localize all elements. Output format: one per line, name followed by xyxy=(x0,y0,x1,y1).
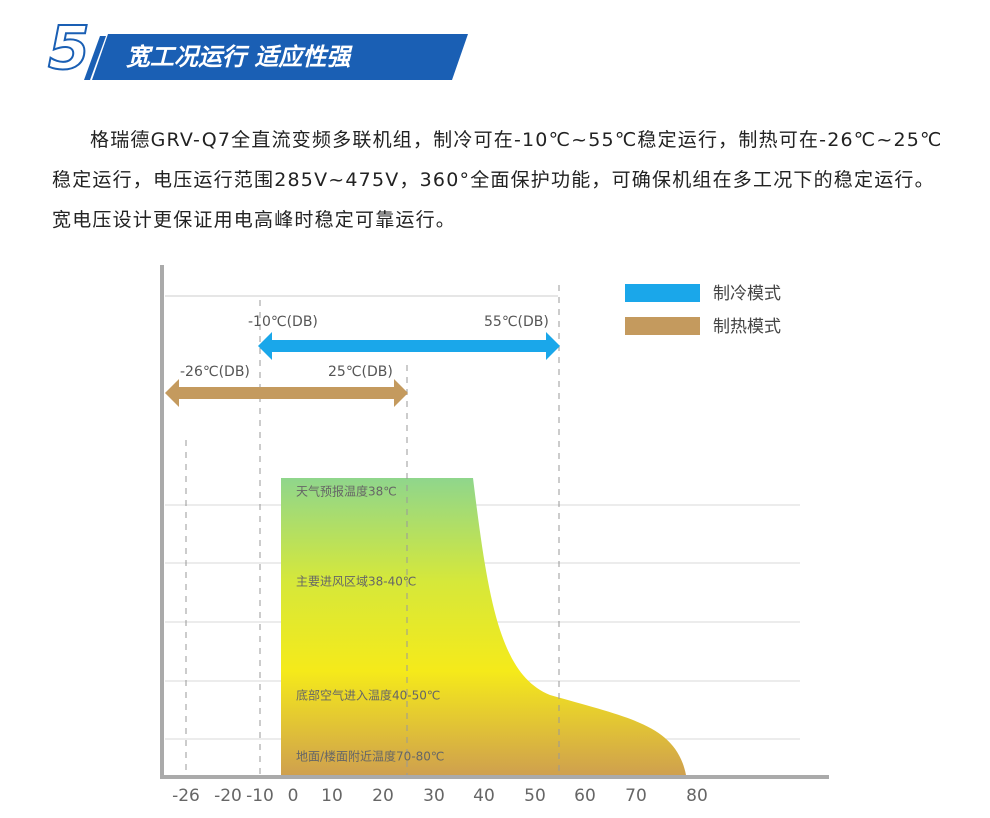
x-tick-label: 10 xyxy=(321,786,343,806)
zone-label: 地面/楼面附近温度70-80℃ xyxy=(296,749,444,764)
x-tick-label: 40 xyxy=(473,786,495,806)
range-label: -26℃(DB) xyxy=(180,364,250,380)
header-title: 宽工况运行 适应性强 xyxy=(126,43,353,71)
x-tick-label: 20 xyxy=(372,786,394,806)
dashed-lines xyxy=(185,285,560,775)
range-label: 55℃(DB) xyxy=(484,314,549,330)
legend-label: 制冷模式 xyxy=(713,284,781,304)
x-tick-label: -10 xyxy=(246,786,274,806)
zone-label: 底部空气进入温度40-50℃ xyxy=(296,688,440,703)
paragraph: 格瑞德GRV-Q7全直流变频多联机组，制冷可在-10℃~55℃稳定运行，制热可在… xyxy=(52,129,943,231)
x-tick-label: 60 xyxy=(574,786,596,806)
heating-arrow xyxy=(165,379,408,407)
x-tick-label: 50 xyxy=(524,786,546,806)
x-tick-label: 0 xyxy=(288,786,299,806)
range-labels: -10℃(DB) 55℃(DB) -26℃(DB) 25℃(DB) xyxy=(180,314,549,380)
cooling-arrow xyxy=(258,332,560,360)
legend-swatch xyxy=(625,317,700,335)
x-tick-label: -26 xyxy=(172,786,200,806)
header-stripe xyxy=(84,36,106,80)
header-band xyxy=(92,34,468,80)
x-tick-label: 30 xyxy=(423,786,445,806)
zone-label: 天气预报温度38℃ xyxy=(296,484,397,499)
legend-swatch xyxy=(625,284,700,302)
x-tick-label: 80 xyxy=(686,786,708,806)
temperature-area xyxy=(281,478,686,775)
range-label: -10℃(DB) xyxy=(248,314,318,330)
x-tick-label: -20 xyxy=(214,786,242,806)
legend-label: 制热模式 xyxy=(713,317,781,337)
header-number: 5 xyxy=(48,14,90,84)
zone-label: 主要进风区域38-40℃ xyxy=(296,575,416,589)
range-label: 25℃(DB) xyxy=(328,364,393,380)
x-ticks: -26 -20 -10 0 10 20 30 40 50 60 70 80 xyxy=(172,786,708,806)
x-tick-label: 70 xyxy=(625,786,647,806)
